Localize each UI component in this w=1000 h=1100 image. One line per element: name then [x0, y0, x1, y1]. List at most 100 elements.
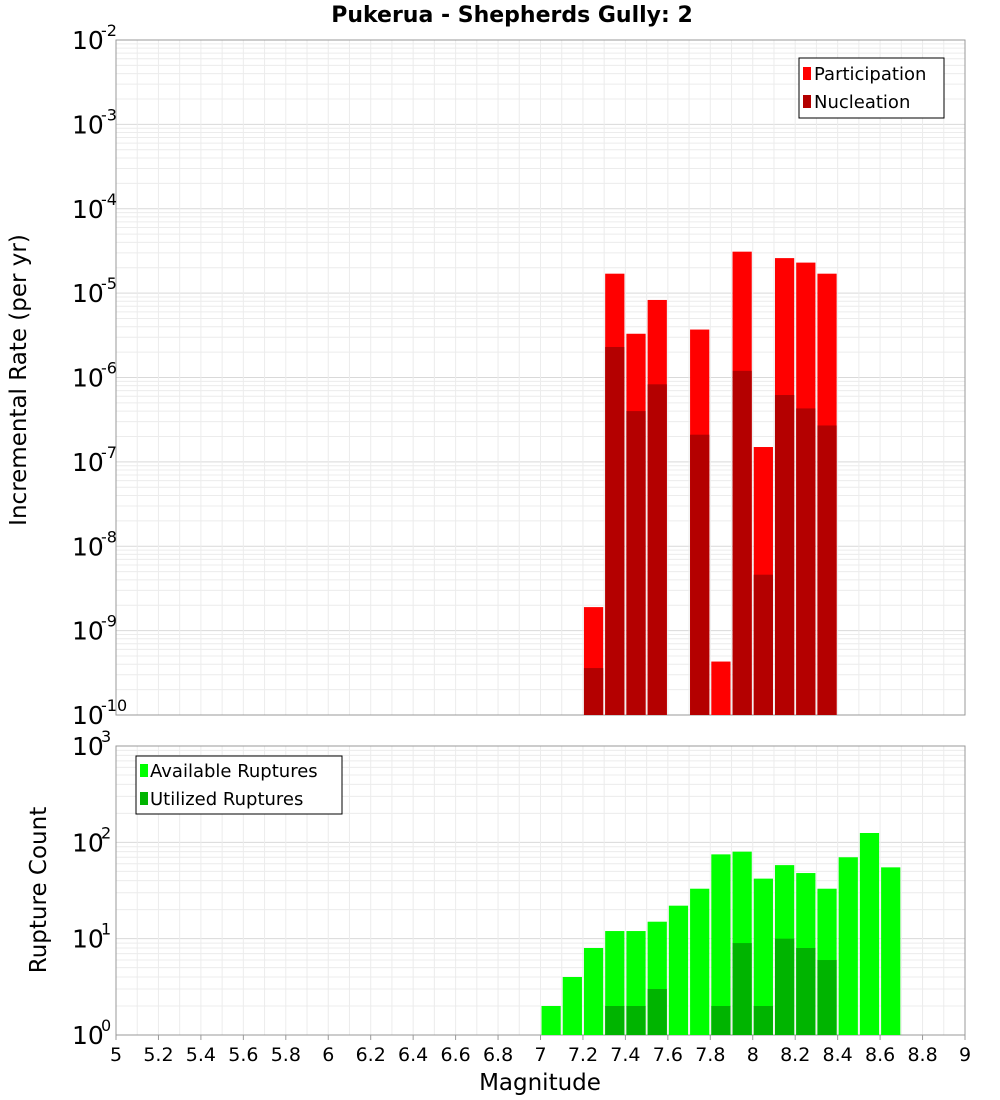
bar-available-ruptures-8-55: [859, 832, 880, 1035]
bar-available-ruptures-8-05: [753, 878, 773, 1035]
top-plot-frame: [115, 39, 966, 716]
bar-nucleation-7-45: [626, 411, 646, 715]
top-y-tick-exponent: -3: [101, 105, 117, 124]
legend-label-nucleation: Nucleation: [814, 92, 910, 113]
legend-label-available-ruptures: Available Ruptures: [150, 761, 318, 782]
legend-swatch-utilized-ruptures: [140, 792, 148, 805]
x-tick-label-8-2: 8.2: [780, 1044, 810, 1066]
bar-nucleation-8-05: [753, 574, 773, 715]
top-y-tick-label: 10: [72, 279, 104, 308]
x-tick-label-6-2: 6.2: [356, 1044, 386, 1066]
chart-title: Pukerua - Shepherds Gully: 2: [331, 3, 693, 28]
bottom-y-tick-label: 10: [72, 828, 104, 857]
top-legend-box: [798, 57, 945, 119]
x-tick-label-5-8: 5.8: [271, 1044, 301, 1066]
bar-available-ruptures-7-05: [541, 1006, 561, 1035]
x-tick-label-8-6: 8.6: [865, 1044, 895, 1066]
bar-nucleation-7-25: [583, 668, 604, 715]
legend-swatch-participation: [803, 67, 811, 80]
x-tick-label-6: 6: [322, 1044, 334, 1066]
top-legend: Participation Nucleation: [798, 57, 945, 119]
top-y-tick-label: 10: [72, 195, 104, 224]
bar-nucleation-8-25: [796, 408, 816, 715]
bar-nucleation-7-55: [647, 384, 667, 715]
bar-available-ruptures-7-15: [562, 977, 582, 1035]
top-y-tick-label: 10: [72, 701, 104, 730]
legend-swatch-nucleation: [803, 95, 811, 108]
x-tick-label-8-8: 8.8: [907, 1044, 937, 1066]
x-tick-label-5-2: 5.2: [143, 1044, 173, 1066]
top-y-tick-exponent: -6: [101, 359, 117, 378]
top-y-tick-exponent: -7: [101, 443, 117, 462]
bar-utilized-ruptures-8-05: [753, 1006, 773, 1035]
x-tick-label-9: 9: [959, 1044, 971, 1066]
top-plot-gridlines: [116, 40, 966, 715]
top-y-tick-label: 10: [72, 110, 104, 139]
bar-participation-7-85: [711, 661, 731, 715]
x-tick-label-6-6: 6.6: [440, 1044, 470, 1066]
x-tick-label-5-6: 5.6: [228, 1044, 258, 1066]
x-axis-label: Magnitude: [479, 1070, 601, 1096]
x-tick-label-7-6: 7.6: [653, 1044, 683, 1066]
top-y-tick-exponent: -4: [101, 190, 117, 209]
bottom-y-tick-label: 10: [72, 1021, 104, 1050]
bottom-legend-box: [135, 755, 343, 815]
top-y-tick-label: 10: [72, 617, 104, 646]
bar-utilized-ruptures-7-55: [647, 989, 667, 1035]
bar-available-ruptures-7-65: [668, 905, 689, 1035]
bar-utilized-ruptures-7-35: [605, 1006, 625, 1035]
bottom-y-tick-exponent: 3: [101, 727, 111, 746]
bar-utilized-ruptures-8-15: [774, 938, 795, 1035]
top-y-tick-exponent: -8: [101, 527, 117, 546]
bar-available-ruptures-8-65: [881, 867, 901, 1035]
bar-utilized-ruptures-7-85: [711, 1006, 731, 1035]
bar-available-ruptures-7-25: [583, 948, 604, 1035]
x-tick-label-7-2: 7.2: [568, 1044, 598, 1066]
top-y-tick-label: 10: [72, 532, 104, 561]
bar-nucleation-7-95: [732, 370, 752, 715]
top-y-axis-label: Incremental Rate (per yr): [6, 234, 32, 526]
legend-label-participation: Participation: [814, 64, 926, 85]
bar-utilized-ruptures-8-25: [796, 948, 816, 1035]
bottom-y-axis-label: Rupture Count: [26, 807, 52, 973]
bar-nucleation-7-75: [690, 434, 710, 715]
legend-label-utilized-ruptures: Utilized Ruptures: [150, 789, 303, 810]
bar-nucleation-8-15: [774, 395, 795, 715]
x-tick-label-6-8: 6.8: [483, 1044, 513, 1066]
bottom-y-tick-exponent: 1: [101, 920, 111, 939]
x-tick-label-7-4: 7.4: [610, 1044, 640, 1066]
bar-utilized-ruptures-8-35: [817, 960, 837, 1035]
bar-utilized-ruptures-7-45: [626, 1006, 646, 1035]
top-y-tick-exponent: -5: [101, 274, 117, 293]
legend-swatch-available-ruptures: [140, 764, 148, 777]
top-y-tick-label: 10: [72, 448, 104, 477]
x-axis-ticks: 5 5.2 5.4 5.6 5.8 6 6.2 6.4 6.6 6.8 7 7.2 7.4 7.6 7.8 8…: [110, 1035, 971, 1066]
bottom-y-tick-label: 10: [72, 732, 104, 761]
top-plot-bars: [583, 251, 837, 715]
top-y-tick-exponent: -10: [101, 696, 127, 715]
x-tick-label-6-4: 6.4: [398, 1044, 428, 1066]
bar-utilized-ruptures-7-95: [732, 943, 752, 1035]
bar-available-ruptures-8-45: [838, 857, 858, 1035]
x-tick-label-8-4: 8.4: [823, 1044, 853, 1066]
bottom-y-tick-label: 10: [72, 925, 104, 954]
bar-nucleation-7-35: [605, 346, 625, 715]
bottom-y-tick-exponent: 2: [101, 823, 111, 842]
bottom-legend: Available Ruptures Utilized Ruptures: [135, 755, 343, 815]
x-tick-label-7-8: 7.8: [695, 1044, 725, 1066]
x-tick-label-5-4: 5.4: [186, 1044, 216, 1066]
bar-nucleation-8-35: [817, 425, 837, 715]
x-tick-label-7: 7: [534, 1044, 546, 1066]
bottom-plot-bars: [541, 832, 901, 1035]
top-y-tick-label: 10: [72, 364, 104, 393]
bottom-y-tick-exponent: 0: [101, 1016, 111, 1035]
x-tick-label-5: 5: [110, 1044, 122, 1066]
top-y-tick-label: 10: [72, 26, 104, 55]
x-tick-label-8: 8: [747, 1044, 759, 1066]
top-y-tick-exponent: -9: [101, 612, 117, 631]
bar-available-ruptures-7-85: [711, 854, 731, 1035]
